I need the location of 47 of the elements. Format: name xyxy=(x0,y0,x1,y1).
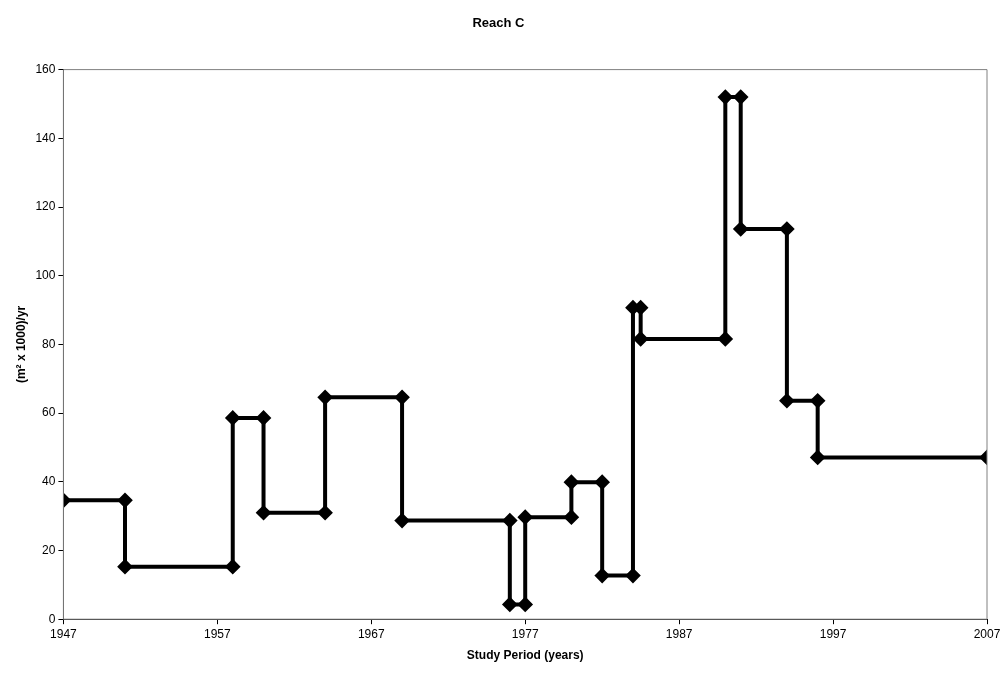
y-tick-label: 160 xyxy=(35,61,56,76)
y-tick-label: 120 xyxy=(35,199,56,214)
y-tick-label: 100 xyxy=(35,268,56,283)
y-tick-label: 140 xyxy=(35,130,56,145)
y-axis-title: (m² x 1000)/yr xyxy=(13,305,28,384)
chart-title: Reach C xyxy=(472,15,526,31)
point xyxy=(718,331,733,346)
point xyxy=(718,90,733,105)
point xyxy=(595,568,610,583)
y-tick-label: 40 xyxy=(42,474,56,489)
point xyxy=(117,559,132,574)
x-tick-label: 1947 xyxy=(50,626,78,641)
x-tick-label: 1987 xyxy=(665,626,693,641)
point xyxy=(502,513,517,528)
point xyxy=(810,393,825,408)
y-tick-label: 80 xyxy=(42,336,56,351)
point xyxy=(502,597,517,612)
y-tick-label: 0 xyxy=(48,611,56,626)
x-tick-label: 1957 xyxy=(204,626,232,641)
point xyxy=(779,221,794,236)
point xyxy=(564,475,579,490)
point xyxy=(117,493,132,508)
point xyxy=(318,390,333,405)
point xyxy=(810,450,825,465)
x-tick-label: 2007 xyxy=(973,626,1001,641)
point xyxy=(633,331,648,346)
point xyxy=(564,510,579,525)
point xyxy=(779,393,794,408)
point xyxy=(256,410,271,425)
point xyxy=(395,513,410,528)
point xyxy=(625,568,640,583)
x-axis-title: Study Period (years) xyxy=(466,648,584,663)
point xyxy=(733,221,748,236)
point xyxy=(733,90,748,105)
point xyxy=(595,475,610,490)
point xyxy=(225,410,240,425)
x-tick-label: 1977 xyxy=(511,626,539,641)
point xyxy=(518,597,533,612)
y-tick-label: 60 xyxy=(42,405,56,420)
x-tick-label: 1967 xyxy=(357,626,385,641)
x-tick-label: 1997 xyxy=(819,626,847,641)
point xyxy=(318,505,333,520)
point xyxy=(256,505,271,520)
point xyxy=(225,559,240,574)
y-tick-label: 20 xyxy=(42,542,56,557)
point xyxy=(518,510,533,525)
point xyxy=(395,390,410,405)
